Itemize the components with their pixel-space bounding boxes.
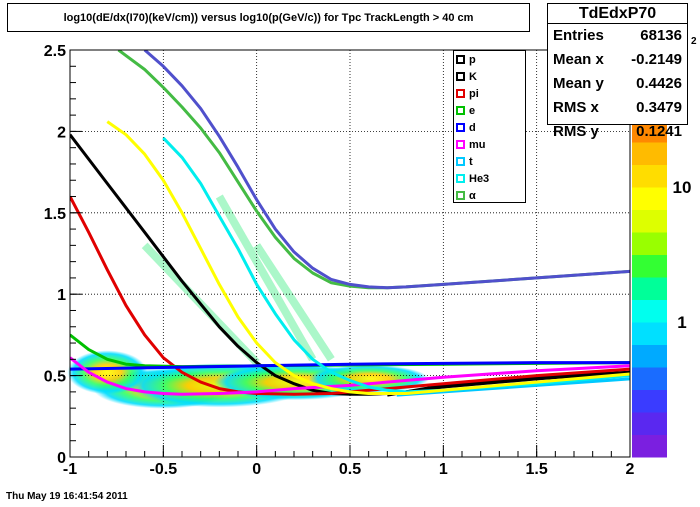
- legend-swatch: [456, 123, 465, 132]
- x-tick-label: -0.5: [150, 461, 178, 478]
- stats-row-rms-y: RMS y 0.1241: [548, 120, 687, 144]
- series-pi: [70, 195, 630, 396]
- palette-cell: [632, 344, 667, 368]
- legend-swatch: [456, 55, 465, 64]
- stats-name: TdEdxP70: [548, 4, 687, 24]
- color-scale: 1 10 2: [632, 36, 697, 458]
- stats-value: -0.2149: [631, 51, 682, 68]
- legend-swatch: [456, 72, 465, 81]
- legend-entry-mu: mu: [454, 136, 525, 153]
- legend-entry-he3: He3: [454, 170, 525, 187]
- band-curves: [70, 50, 630, 397]
- legend-swatch: [456, 140, 465, 149]
- series-d: [70, 361, 630, 371]
- heat-streak: [215, 194, 317, 362]
- legend-entry-k: K: [454, 68, 525, 85]
- legend-label: p: [469, 53, 476, 66]
- legend-swatch: [456, 89, 465, 98]
- x-tick-label: 2: [626, 461, 635, 478]
- x-tick-label: 0: [252, 461, 261, 478]
- palette-cell: [632, 412, 667, 435]
- y-tick-label: 1.5: [44, 206, 66, 223]
- stats-label: Entries: [553, 27, 604, 44]
- legend-entry-pi: pi: [454, 85, 525, 102]
- palette-cell: [632, 254, 667, 278]
- y-tick-label: 2: [57, 124, 66, 141]
- stats-box: TdEdxP70 Entries 68136 Mean x -0.2149 Me…: [547, 3, 688, 140]
- legend-label: He3: [469, 172, 490, 185]
- palette-cell: [632, 277, 667, 300]
- z-exponent: 2: [691, 36, 697, 47]
- heat-streak: [253, 243, 335, 362]
- legend-label: d: [469, 121, 476, 134]
- x-tick-label: 1.5: [526, 461, 548, 478]
- x-tick-label: 0.5: [339, 461, 361, 478]
- stats-value: 68136: [640, 27, 682, 44]
- stats-value: 0.3479: [636, 99, 682, 116]
- stats-label: RMS y: [553, 123, 599, 140]
- stats-row-mean-y: Mean y 0.4426: [548, 72, 687, 96]
- y-tick-label: 0: [57, 450, 66, 467]
- x-tick-label: 1: [439, 461, 448, 478]
- legend-swatch: [456, 157, 465, 166]
- chart-title: log10(dE/dx(I70)(keV/cm)) versus log10(p…: [7, 3, 530, 32]
- stats-row-mean-x: Mean x -0.2149: [548, 48, 687, 72]
- legend-swatch: [456, 106, 465, 115]
- legend-entry-t: t: [454, 153, 525, 170]
- legend-label: t: [469, 155, 473, 168]
- legend-label: e: [469, 104, 476, 117]
- z-tick-label: 1: [677, 313, 686, 332]
- legend-entry-e: e: [454, 102, 525, 119]
- legend-label: mu: [469, 138, 486, 151]
- legend-label: α: [469, 189, 476, 202]
- series-he3-yellow: [106, 120, 630, 395]
- palette-cell: [632, 322, 667, 345]
- legend-label: pi: [469, 87, 479, 100]
- palette-cell: [632, 119, 667, 143]
- palette-cell: [632, 434, 667, 458]
- y-tick-label: 0.5: [44, 369, 66, 386]
- stats-row-entries: Entries 68136: [548, 24, 687, 48]
- stats-row-rms-x: RMS x 0.3479: [548, 96, 687, 120]
- timestamp: Thu May 19 16:41:54 2011: [6, 491, 128, 502]
- palette-cell: [632, 299, 667, 323]
- series-alpha-blue: [143, 50, 630, 290]
- palette-cell: [632, 232, 667, 255]
- heat-blob: [67, 350, 148, 395]
- series-mu: [70, 356, 630, 396]
- z-tick-label: 10: [673, 178, 692, 197]
- palette-cell: [632, 389, 667, 413]
- legend: p K pi e d mu t He3 α: [453, 50, 526, 203]
- stats-label: RMS x: [553, 99, 599, 116]
- legend-entry-alpha: α: [454, 187, 525, 204]
- stats-value: 0.1241: [636, 123, 682, 140]
- legend-swatch: [456, 191, 465, 200]
- legend-entry-p: p: [454, 51, 525, 68]
- legend-swatch: [456, 174, 465, 183]
- palette-cell: [632, 142, 667, 165]
- y-tick-label: 1: [57, 287, 66, 304]
- stats-label: Mean y: [553, 75, 604, 92]
- x-tick-label: -1: [63, 461, 77, 478]
- palette-cell: [632, 187, 667, 210]
- legend-entry-d: d: [454, 119, 525, 136]
- stats-value: 0.4426: [636, 75, 682, 92]
- stats-label: Mean x: [553, 51, 604, 68]
- legend-label: K: [469, 70, 477, 83]
- palette-cell: [632, 209, 667, 233]
- heatmap-bands: [67, 194, 429, 409]
- axes: -1 -0.5 0 0.5 1 1.5 2 0 0.5 1 1.5 2 2.5: [44, 43, 635, 478]
- palette-cell: [632, 367, 667, 390]
- y-tick-label: 2.5: [44, 43, 66, 60]
- palette-cell: [632, 164, 667, 188]
